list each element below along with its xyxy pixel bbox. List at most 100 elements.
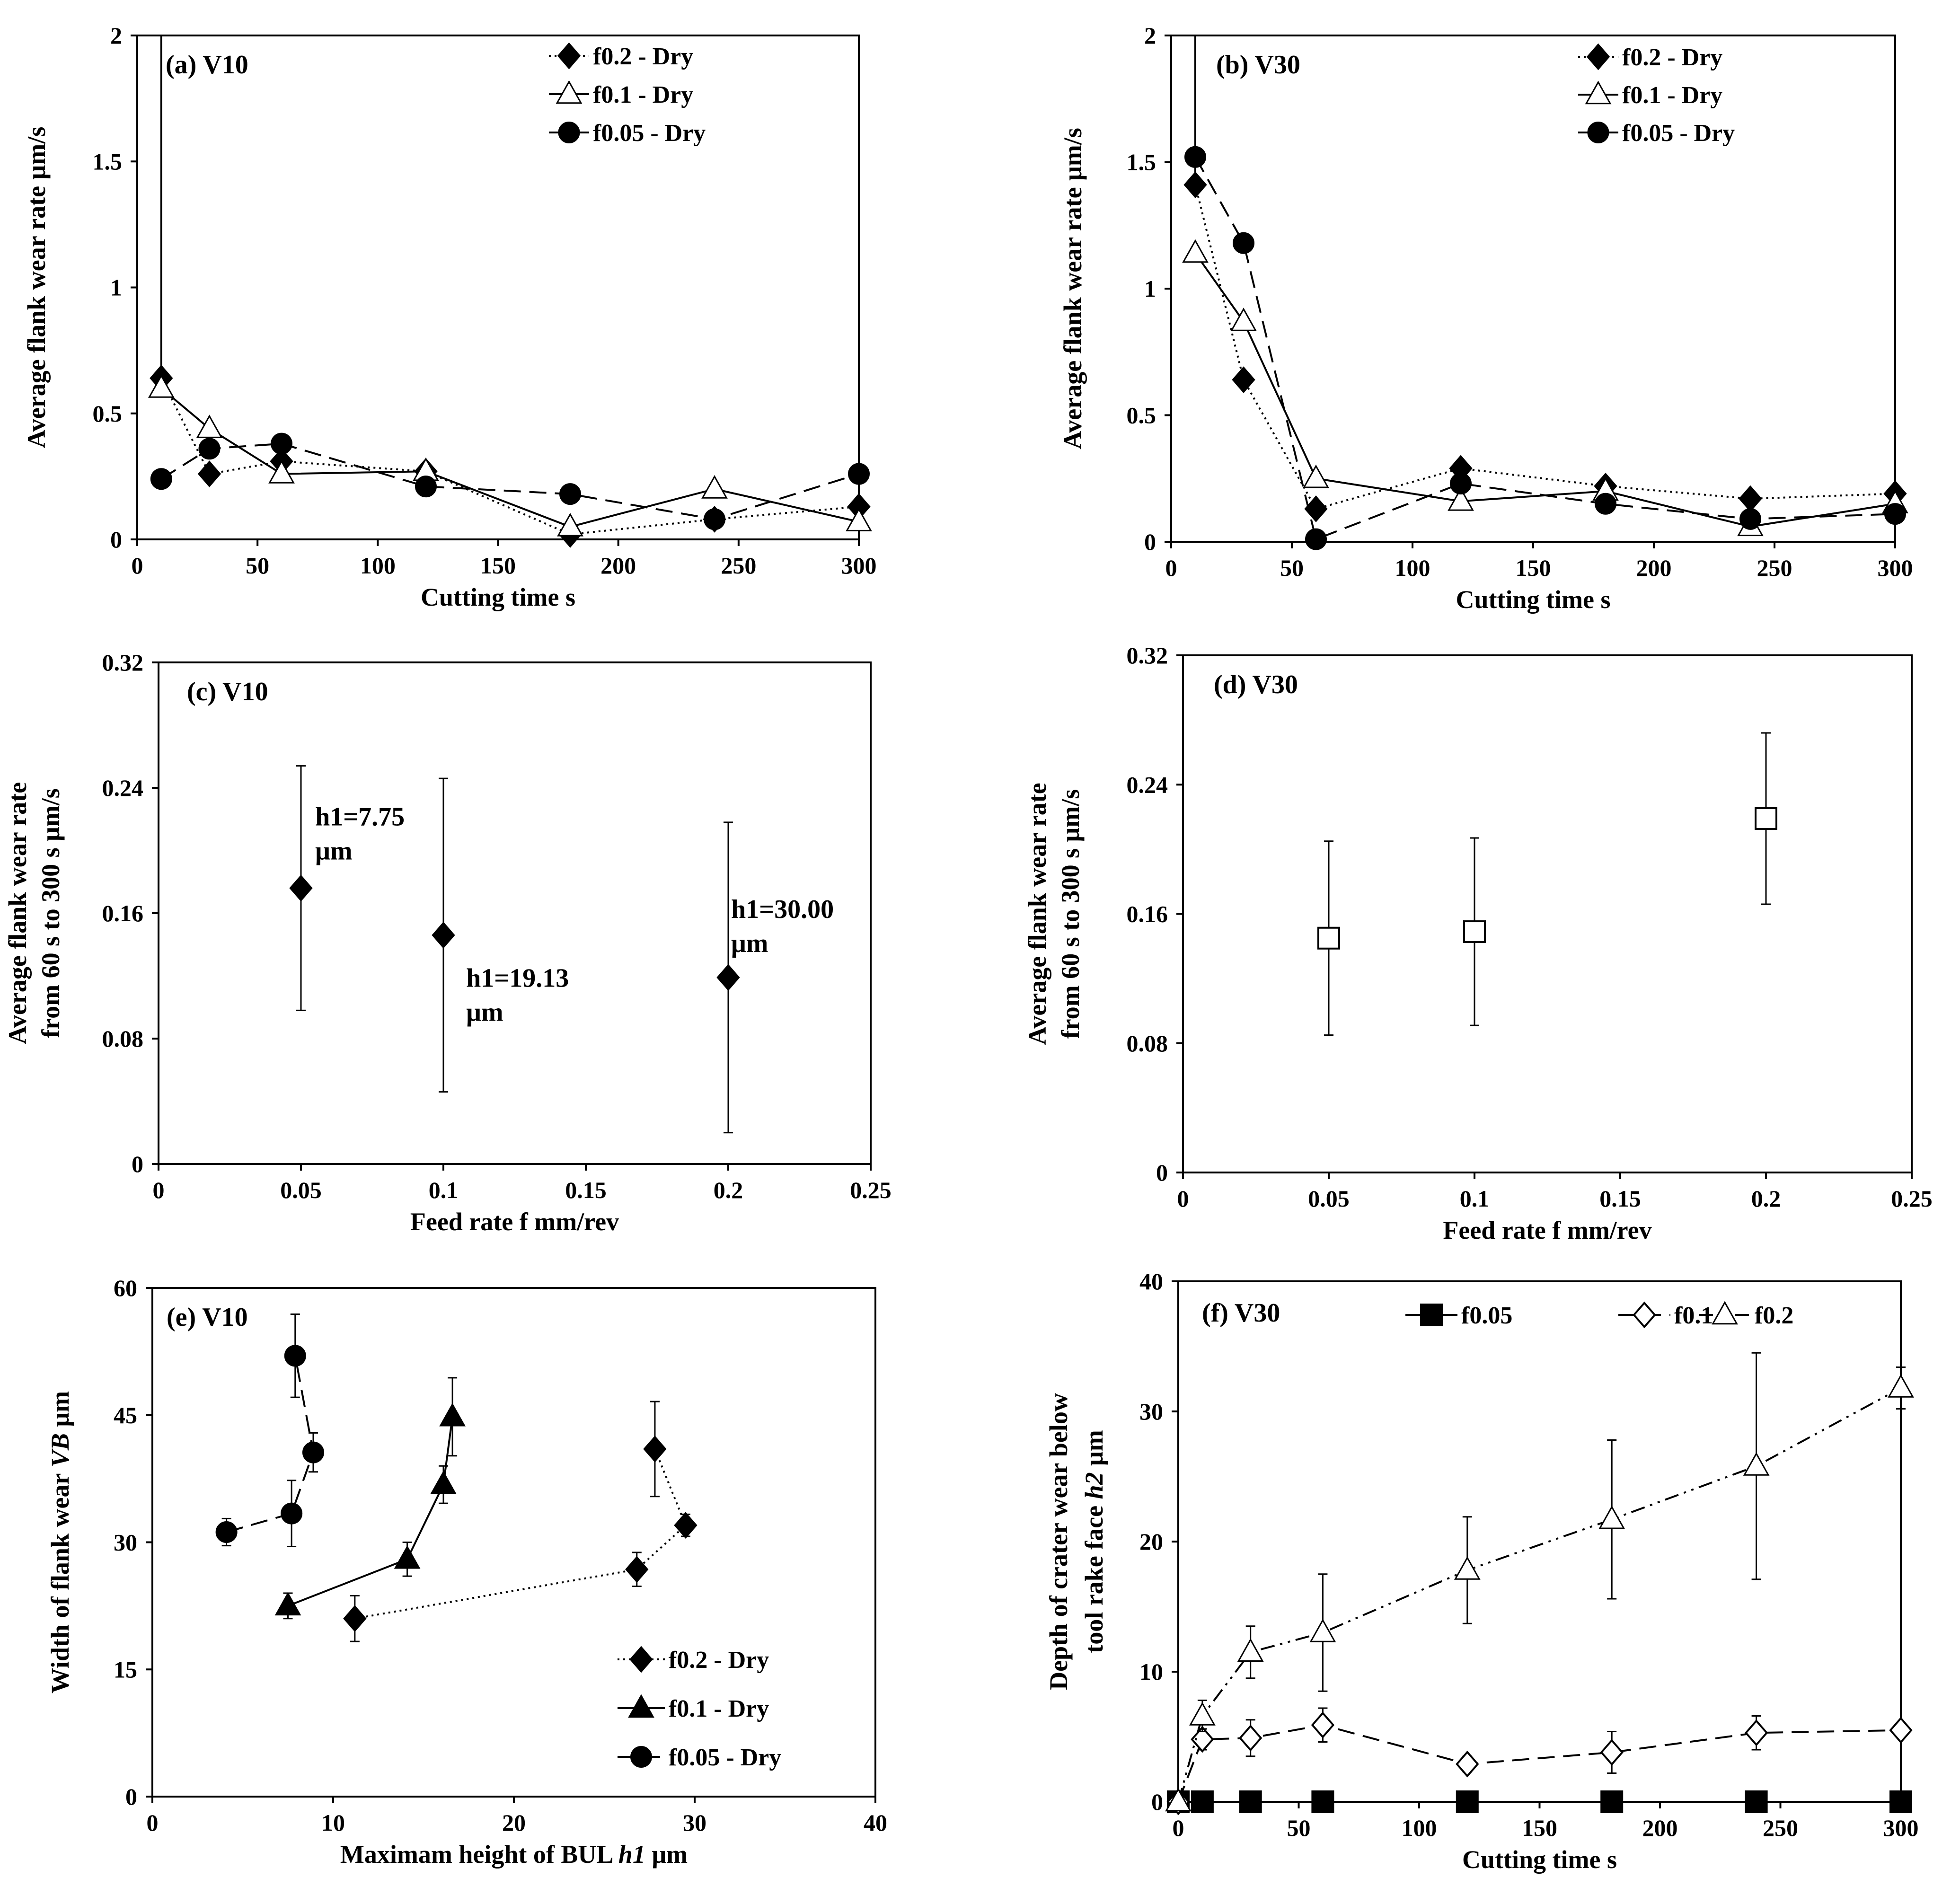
y-tick-label: 20 xyxy=(1139,1528,1163,1555)
y-tick-label: 1.5 xyxy=(1127,149,1156,176)
series-f0-1 xyxy=(1166,1707,1913,1816)
data-point xyxy=(1600,1739,1624,1766)
x-tick-label: 250 xyxy=(721,552,756,579)
series-f0-05-dry xyxy=(150,432,870,530)
data-point xyxy=(1309,1619,1336,1642)
data-point xyxy=(701,475,728,499)
series-line xyxy=(354,1448,687,1620)
data-point xyxy=(150,468,172,490)
data-point xyxy=(1311,1790,1334,1813)
x-tick-label: 200 xyxy=(1642,1815,1678,1841)
legend-label: f0.1 - Dry xyxy=(593,81,693,108)
data-point xyxy=(1232,366,1255,393)
y-axis-label-text: tool rake face xyxy=(1080,1499,1108,1653)
x-tick-label: 150 xyxy=(480,552,516,579)
legend-label: f0.1 - Dry xyxy=(1622,82,1722,109)
y-tick-label: 0.32 xyxy=(1127,642,1168,669)
y-tick-label: 0 xyxy=(132,1151,143,1177)
y-tick-label: 0 xyxy=(110,526,122,553)
legend-label: f0.2 - Dry xyxy=(1622,44,1722,71)
y-axis-label: Average flank wear rate μm/s xyxy=(1059,128,1087,449)
x-tick-label: 250 xyxy=(1757,555,1792,581)
data-point xyxy=(394,1545,421,1569)
x-axis-label: Cutting time s xyxy=(421,583,575,611)
legend-label: f0.05 - Dry xyxy=(669,1744,781,1771)
panel-a: 0 50 100 150 200 250 300 0 0.5 1 1.5 2 (a) V10 Cuttin… xyxy=(22,22,877,611)
annotation-text: μm xyxy=(731,929,768,958)
panel-title: (c) V10 xyxy=(187,677,268,706)
x-axis-label: Cutting time s xyxy=(1462,1845,1617,1874)
x-tick-label: 0 xyxy=(147,1809,159,1836)
x-tick-label: 50 xyxy=(1287,1815,1311,1841)
x-tick-label: 0.25 xyxy=(1891,1185,1933,1212)
data-point xyxy=(846,508,872,531)
y-tick-label: 0.24 xyxy=(1127,771,1168,798)
series-line xyxy=(226,1355,315,1533)
data-point xyxy=(432,922,455,949)
y-tick-label: 0.5 xyxy=(93,400,123,427)
x-tick-label: 0.2 xyxy=(714,1177,743,1203)
x-tick-label: 100 xyxy=(1402,1815,1437,1841)
x-axis-label-unit: μm xyxy=(645,1840,688,1869)
y-axis-label-line: from 60 s to 300 s μm/s xyxy=(36,788,65,1038)
y-tick-label: 0.08 xyxy=(1127,1030,1168,1057)
legend-marker xyxy=(1586,43,1610,71)
legend-marker xyxy=(1587,122,1609,143)
data-point xyxy=(289,874,313,902)
data-point xyxy=(1237,1638,1264,1662)
legend: f0.2 - Dry f0.1 - Dry f0.05 - Dry xyxy=(618,1646,781,1771)
x-tick-label: 40 xyxy=(864,1809,887,1836)
data-point xyxy=(1739,508,1761,530)
x-tick-label: 0.1 xyxy=(1460,1185,1490,1212)
legend-label: f0.05 - Dry xyxy=(1622,120,1735,147)
x-axis-label-text: Maximam height of BUL xyxy=(340,1840,618,1869)
y-tick-label: 40 xyxy=(1139,1268,1163,1295)
data-point xyxy=(343,1605,367,1632)
legend-label: f0.2 xyxy=(1755,1302,1793,1329)
data-point xyxy=(1755,807,1777,830)
data-point xyxy=(1239,1790,1262,1813)
data-point xyxy=(1165,1788,1192,1812)
y-tick-label: 60 xyxy=(114,1275,137,1301)
data-point xyxy=(1448,487,1474,511)
data-point xyxy=(1191,1726,1214,1753)
data-point xyxy=(197,460,221,487)
y-tick-label: 30 xyxy=(114,1529,137,1556)
y-tick-label: 30 xyxy=(1139,1398,1163,1425)
x-tick-label: 0 xyxy=(132,552,143,579)
x-axis-label: Maximam height of BUL h1 μm xyxy=(340,1840,688,1869)
y-axis-label-line: Depth of crater wear below xyxy=(1044,1393,1073,1690)
y-tick-label: 15 xyxy=(114,1656,137,1683)
data-point xyxy=(557,512,583,537)
legend-marker xyxy=(558,122,580,143)
data-point xyxy=(1303,464,1329,488)
data-point xyxy=(1744,1719,1768,1746)
y-axis-label-var: h2 xyxy=(1080,1472,1108,1499)
data-point xyxy=(1317,926,1340,950)
data-point xyxy=(439,1402,466,1427)
data-point xyxy=(1182,239,1209,263)
x-tick-label: 300 xyxy=(1878,555,1913,581)
data-point xyxy=(1184,146,1206,168)
data-point xyxy=(271,432,292,455)
x-tick-label: 0.05 xyxy=(1308,1185,1350,1212)
series-line xyxy=(1177,1724,1901,1802)
x-tick-label: 150 xyxy=(1516,555,1551,581)
annotation-text: μm xyxy=(466,998,503,1027)
data-point xyxy=(1888,1374,1914,1398)
y-tick-label: 1 xyxy=(110,274,122,301)
legend-label: f0.05 - Dry xyxy=(593,120,706,147)
data-point xyxy=(1233,232,1254,254)
data-point xyxy=(1463,920,1486,943)
series-f0-05-dry xyxy=(215,1313,324,1547)
y-axis-label-var: VB xyxy=(46,1433,74,1467)
data-point xyxy=(1450,472,1472,494)
legend-label: f0.05 xyxy=(1461,1302,1512,1329)
data-point xyxy=(1305,528,1327,550)
y-axis-label-line: Average flank wear rate xyxy=(3,782,32,1044)
annotation-text: h1=30.00 xyxy=(731,895,834,924)
legend: f0.2 - Dry f0.1 - Dry f0.05 - Dry xyxy=(1578,43,1735,147)
x-tick-label: 50 xyxy=(1280,555,1304,581)
panel-title: (a) V10 xyxy=(166,50,248,79)
